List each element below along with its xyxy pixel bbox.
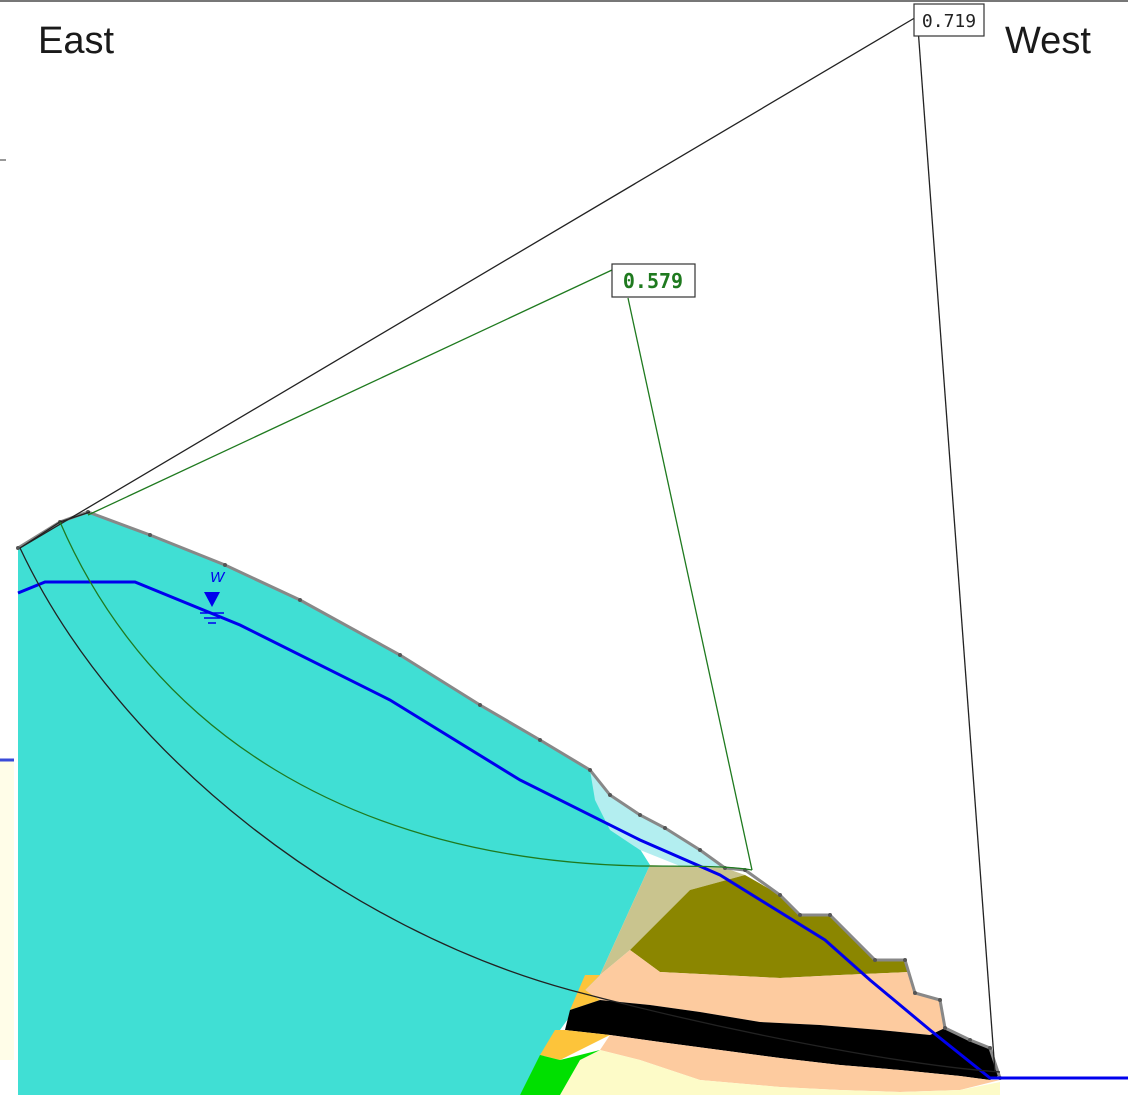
soil-region-cyan xyxy=(18,512,650,1095)
water-table-label: W xyxy=(210,569,226,586)
surface-vertex xyxy=(938,998,942,1002)
soil-region-green xyxy=(520,1050,600,1095)
surface-vertex xyxy=(638,813,642,817)
surface-vertex xyxy=(478,703,482,707)
critical-fos-label: 0.579 xyxy=(611,263,696,298)
water-table-triangle-icon xyxy=(204,592,220,607)
soil-region-peach xyxy=(585,950,945,1035)
global-slip-surface xyxy=(19,547,1001,1073)
surface-vertex xyxy=(778,893,782,897)
surface-vertex xyxy=(698,848,702,852)
surface-vertex xyxy=(608,793,612,797)
surface-vertex xyxy=(968,1038,972,1042)
global-radius-line xyxy=(917,27,996,1073)
surface-vertex xyxy=(148,533,152,537)
soil-region-cream xyxy=(560,1050,1000,1095)
surface-vertex xyxy=(538,738,542,742)
global-fos-label: 0.719 xyxy=(913,3,985,37)
global-fos-box xyxy=(913,3,985,37)
surface-vertex xyxy=(943,1026,947,1030)
surface-vertex xyxy=(828,913,832,917)
surface-vertex xyxy=(298,598,302,602)
surface-vertex xyxy=(223,563,227,567)
global-fos-value: 0.719 xyxy=(922,11,976,32)
critical-radius-line xyxy=(87,269,613,516)
ground-surface-line xyxy=(17,510,1128,1080)
east-label: East xyxy=(38,20,115,62)
water-table-marker: W xyxy=(200,569,226,624)
global-radius-line xyxy=(19,15,919,549)
surface-vertex xyxy=(903,958,907,962)
surface-vertex xyxy=(988,1046,992,1050)
surface-vertex xyxy=(798,913,802,917)
soil-region-orange xyxy=(570,975,600,1010)
surface-vertex xyxy=(16,546,20,550)
soil-region-slip-zone xyxy=(590,770,725,872)
soil-region-khaki xyxy=(600,865,745,975)
surface-vertex xyxy=(588,768,592,772)
water-table-line xyxy=(17,580,1128,1080)
surface-vertex xyxy=(398,653,402,657)
critical-fos-value: 0.579 xyxy=(623,269,683,293)
surface-vertex xyxy=(663,826,667,830)
edge-fragment-panel xyxy=(0,760,14,1060)
surface-vertex xyxy=(873,958,877,962)
surface-vertex xyxy=(913,991,917,995)
soil-region-black-layer xyxy=(565,1000,1000,1080)
critical-fos-box xyxy=(611,263,696,298)
soil-region-peach-lower xyxy=(600,1035,1000,1092)
soil-region-orange-lower xyxy=(540,1030,610,1060)
critical-radius-line xyxy=(627,297,753,871)
critical-slip-surface xyxy=(59,521,753,871)
west-label: West xyxy=(1005,20,1091,62)
